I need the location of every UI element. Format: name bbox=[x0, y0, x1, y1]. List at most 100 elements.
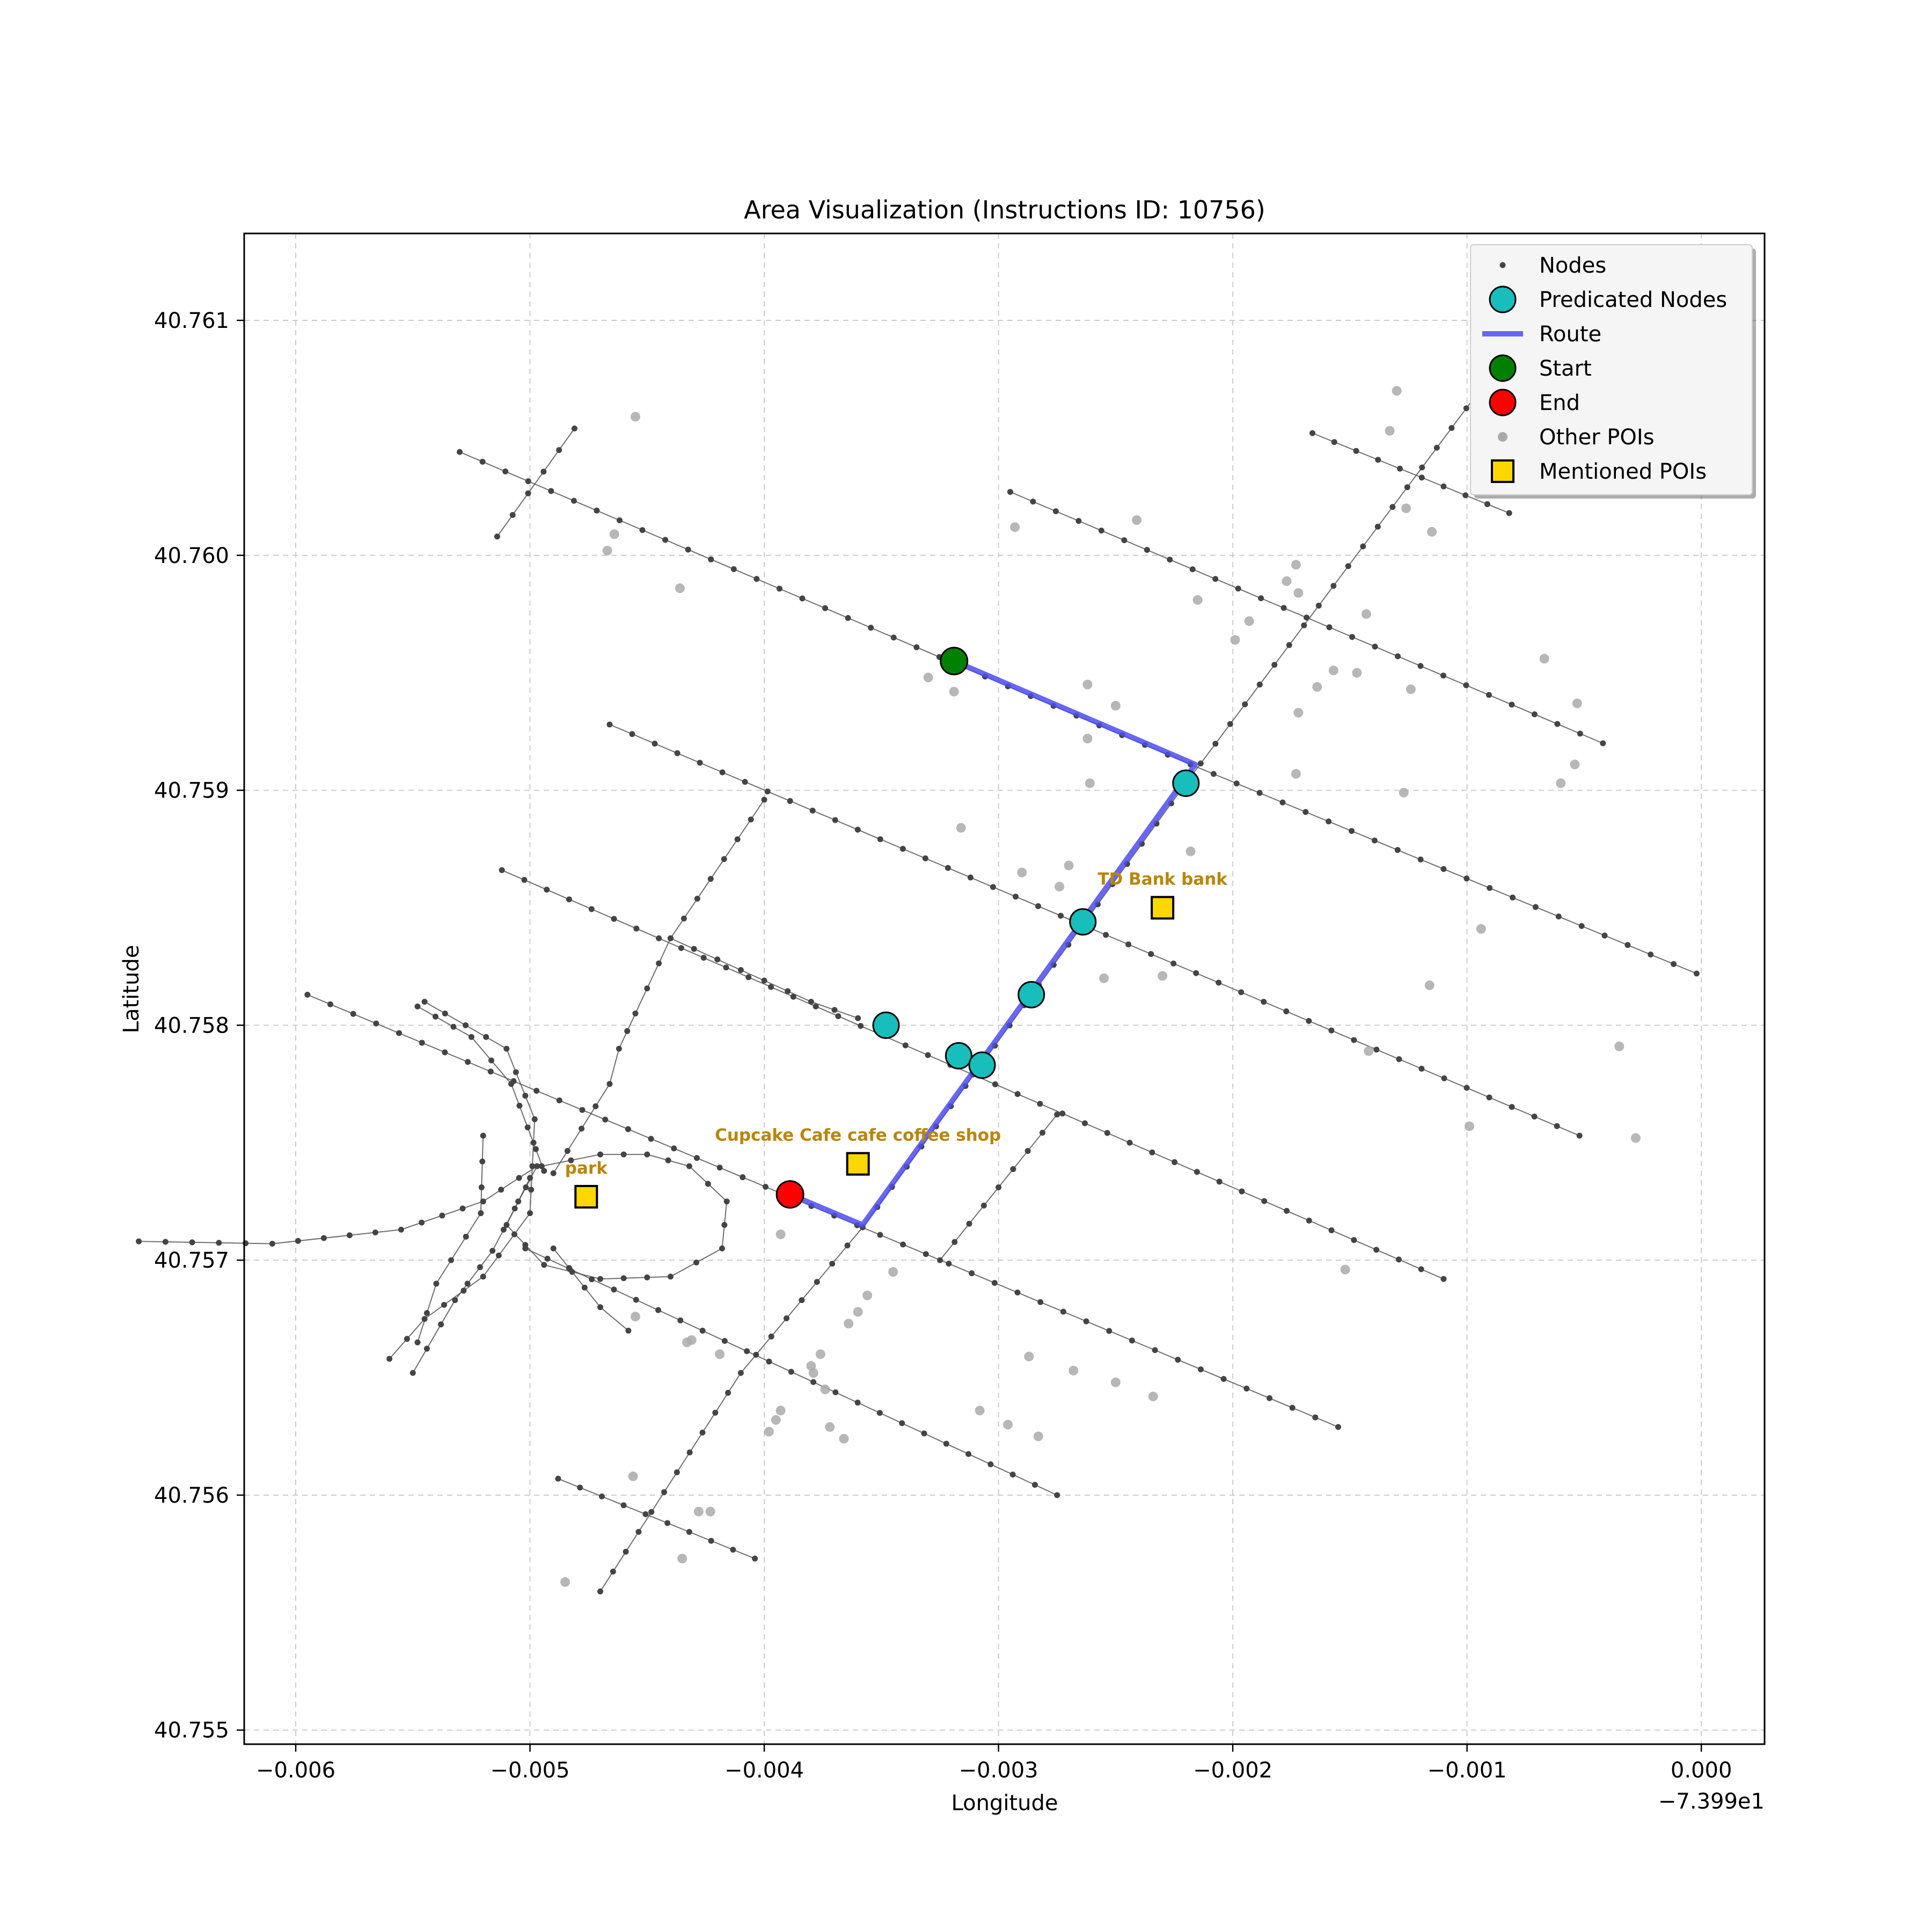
street-node bbox=[644, 1274, 650, 1280]
street-node bbox=[1302, 809, 1309, 815]
street-node bbox=[652, 741, 658, 747]
other-poi-dot bbox=[1244, 616, 1254, 626]
street-node bbox=[421, 999, 428, 1005]
street-node bbox=[1220, 1375, 1227, 1382]
street-node bbox=[1371, 837, 1378, 844]
street-node bbox=[1306, 1018, 1312, 1024]
street-node bbox=[1309, 430, 1316, 436]
street-node bbox=[945, 865, 951, 871]
street-node bbox=[1212, 741, 1219, 747]
other-poi-dot bbox=[1192, 595, 1203, 605]
other-poi-dot bbox=[1132, 515, 1142, 525]
predicated-node bbox=[1018, 980, 1045, 1008]
other-poi-dot bbox=[602, 546, 612, 556]
chart-title: Area Visualization (Instructions ID: 107… bbox=[744, 195, 1265, 224]
legend-nodes-label: Nodes bbox=[1539, 253, 1606, 278]
street-node bbox=[509, 511, 516, 518]
street-node bbox=[1349, 828, 1355, 834]
street-node bbox=[1125, 941, 1132, 948]
street-node bbox=[528, 1187, 535, 1193]
street-node bbox=[943, 1440, 949, 1447]
street-node bbox=[822, 605, 829, 611]
street-node bbox=[1395, 1256, 1402, 1263]
street-node bbox=[785, 988, 791, 994]
street-node bbox=[503, 1045, 510, 1052]
street-node bbox=[1037, 1299, 1044, 1305]
street-node bbox=[566, 1265, 572, 1271]
other-poi-dot bbox=[1630, 1133, 1641, 1143]
street-node bbox=[468, 1034, 474, 1040]
street-node bbox=[550, 1245, 557, 1252]
other-poi-dot bbox=[844, 1319, 854, 1329]
other-poi-dot bbox=[1291, 560, 1301, 570]
street-node bbox=[295, 1238, 301, 1244]
street-node bbox=[1395, 653, 1401, 660]
street-node bbox=[1106, 1328, 1113, 1334]
street-node bbox=[606, 721, 613, 728]
street-node bbox=[1261, 1198, 1268, 1204]
street-node bbox=[1189, 566, 1196, 573]
street-node bbox=[667, 1274, 674, 1280]
street-node bbox=[1671, 961, 1677, 967]
avenue-2-edge bbox=[496, 428, 575, 537]
street-node bbox=[632, 1010, 639, 1016]
street-node bbox=[952, 1239, 958, 1245]
street-node bbox=[487, 1069, 494, 1075]
street-node bbox=[396, 1030, 402, 1036]
street-node bbox=[1012, 894, 1019, 900]
street-node bbox=[534, 1163, 540, 1169]
other-poi-dot bbox=[853, 1307, 863, 1317]
street-node bbox=[540, 469, 547, 475]
street-node bbox=[1289, 1404, 1296, 1411]
street-node bbox=[527, 1210, 533, 1217]
legend-mentioned-pois-symbol bbox=[1491, 459, 1514, 483]
street-node bbox=[877, 1232, 883, 1238]
street-node bbox=[1440, 866, 1447, 872]
street-node bbox=[1345, 563, 1351, 569]
street-node bbox=[1440, 1276, 1447, 1282]
street-node bbox=[1129, 1337, 1135, 1344]
street-node bbox=[708, 1538, 714, 1544]
street-node bbox=[532, 1146, 539, 1152]
other-poi-dot bbox=[1293, 588, 1304, 598]
street-node bbox=[762, 1183, 769, 1190]
street-node bbox=[835, 1013, 841, 1019]
street-node bbox=[737, 1370, 744, 1376]
street-node bbox=[1372, 643, 1378, 650]
street-node bbox=[1417, 857, 1424, 863]
street-node bbox=[761, 796, 767, 803]
street-node bbox=[498, 1187, 504, 1193]
street-node bbox=[463, 1022, 469, 1028]
street-node bbox=[269, 1241, 275, 1247]
other-poi-dot bbox=[630, 412, 640, 422]
street-node bbox=[1440, 672, 1446, 679]
street-node bbox=[1396, 465, 1403, 472]
street-node bbox=[721, 856, 727, 862]
street-node bbox=[1600, 740, 1606, 747]
street-node bbox=[693, 1155, 700, 1161]
other-poi-dot bbox=[839, 1433, 849, 1444]
street-node bbox=[629, 731, 635, 737]
street-node bbox=[346, 1232, 353, 1239]
street-node bbox=[1075, 518, 1082, 524]
other-poi-dot bbox=[1033, 1431, 1043, 1441]
street-node bbox=[712, 1409, 719, 1416]
street-node bbox=[350, 1011, 356, 1017]
y-tick-label: 40.758 bbox=[154, 1013, 229, 1038]
street-node bbox=[1326, 624, 1333, 631]
street-node bbox=[1238, 989, 1245, 996]
street-node bbox=[764, 788, 771, 795]
street-node bbox=[1418, 1065, 1425, 1072]
street-node bbox=[1227, 721, 1233, 727]
other-poi-dot bbox=[609, 529, 619, 539]
street-node bbox=[1058, 912, 1064, 919]
street-node bbox=[522, 1093, 529, 1099]
mentioned-poi-marker bbox=[1151, 896, 1175, 920]
street-node bbox=[460, 1287, 467, 1294]
street-node bbox=[478, 1210, 484, 1217]
street-node bbox=[478, 1184, 485, 1190]
street-node bbox=[745, 974, 752, 980]
other-poi-dot bbox=[1110, 700, 1121, 711]
street-node bbox=[844, 1242, 851, 1249]
street-node bbox=[923, 1251, 929, 1257]
